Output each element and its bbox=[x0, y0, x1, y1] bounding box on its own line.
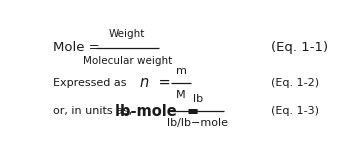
Text: m: m bbox=[176, 66, 187, 76]
Text: (Eq. 1-1): (Eq. 1-1) bbox=[271, 41, 328, 54]
Text: lb/lb−mole: lb/lb−mole bbox=[167, 118, 228, 128]
Text: Molecular weight: Molecular weight bbox=[83, 56, 172, 66]
Text: lb: lb bbox=[193, 94, 203, 104]
Text: Weight: Weight bbox=[109, 29, 146, 39]
Text: or, in units as,: or, in units as, bbox=[53, 106, 132, 116]
Text: n  =: n = bbox=[140, 75, 171, 90]
Text: lb-mole  =: lb-mole = bbox=[115, 104, 199, 119]
Text: M: M bbox=[176, 90, 186, 100]
Text: Expressed as: Expressed as bbox=[53, 78, 126, 88]
Text: (Eq. 1-3): (Eq. 1-3) bbox=[271, 106, 319, 116]
Text: (Eq. 1-2): (Eq. 1-2) bbox=[271, 78, 319, 88]
Text: Mole =: Mole = bbox=[53, 41, 100, 54]
